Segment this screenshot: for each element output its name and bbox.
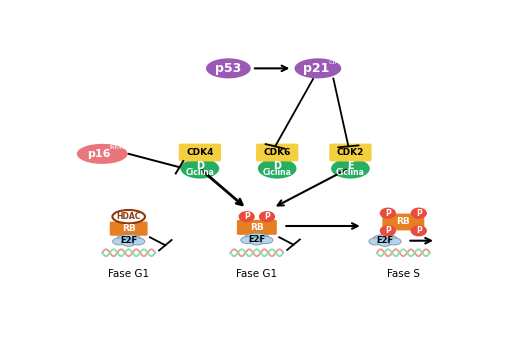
Text: P: P	[264, 212, 270, 221]
Text: E2F: E2F	[248, 235, 266, 244]
Text: P: P	[385, 209, 391, 218]
Text: Fase S: Fase S	[387, 269, 420, 279]
Text: Ciclina: Ciclina	[185, 168, 214, 177]
Text: RB: RB	[122, 224, 135, 233]
Ellipse shape	[121, 239, 136, 246]
Ellipse shape	[206, 58, 251, 78]
Ellipse shape	[387, 238, 401, 245]
Text: P: P	[244, 212, 249, 221]
Text: p21: p21	[303, 62, 329, 75]
Ellipse shape	[258, 159, 297, 179]
FancyBboxPatch shape	[110, 222, 148, 236]
Ellipse shape	[411, 208, 427, 219]
Ellipse shape	[249, 237, 264, 245]
Text: Fase G1: Fase G1	[108, 269, 149, 279]
Text: RB: RB	[396, 218, 410, 227]
FancyBboxPatch shape	[178, 144, 221, 161]
Ellipse shape	[117, 235, 141, 243]
Text: CDK6: CDK6	[264, 148, 291, 157]
Text: RB: RB	[250, 223, 264, 232]
Ellipse shape	[112, 238, 127, 245]
Text: D: D	[273, 161, 281, 171]
Text: Ciclina: Ciclina	[263, 168, 292, 177]
Ellipse shape	[373, 235, 397, 243]
Ellipse shape	[238, 211, 255, 222]
Text: Fase G1: Fase G1	[236, 269, 277, 279]
Ellipse shape	[259, 237, 273, 244]
Text: p16: p16	[87, 149, 111, 159]
Ellipse shape	[369, 238, 383, 245]
Text: E2F: E2F	[120, 236, 137, 245]
Ellipse shape	[331, 159, 370, 179]
Text: Ciclina: Ciclina	[336, 168, 365, 177]
Ellipse shape	[131, 238, 145, 245]
Ellipse shape	[380, 208, 396, 219]
Text: P: P	[416, 226, 422, 235]
Text: CDK4: CDK4	[186, 148, 214, 157]
Ellipse shape	[411, 225, 427, 236]
Text: p53: p53	[215, 62, 242, 75]
Ellipse shape	[377, 239, 392, 246]
Text: P: P	[385, 226, 391, 235]
Ellipse shape	[241, 237, 255, 244]
Ellipse shape	[181, 159, 219, 179]
FancyBboxPatch shape	[256, 144, 298, 161]
Text: P: P	[416, 209, 422, 218]
Text: INK4a: INK4a	[110, 145, 126, 151]
FancyBboxPatch shape	[329, 144, 372, 161]
FancyBboxPatch shape	[382, 213, 424, 230]
Text: HDAC: HDAC	[117, 212, 141, 221]
Text: D: D	[196, 161, 204, 171]
Ellipse shape	[380, 225, 396, 236]
Ellipse shape	[112, 210, 145, 223]
Ellipse shape	[245, 233, 269, 241]
Ellipse shape	[77, 144, 128, 164]
Text: E2F: E2F	[376, 236, 394, 245]
Text: E: E	[347, 161, 354, 171]
Text: CIP-1: CIP-1	[329, 60, 345, 65]
Text: CDK2: CDK2	[337, 148, 364, 157]
Ellipse shape	[259, 211, 275, 222]
Ellipse shape	[295, 58, 341, 78]
FancyBboxPatch shape	[237, 220, 277, 235]
